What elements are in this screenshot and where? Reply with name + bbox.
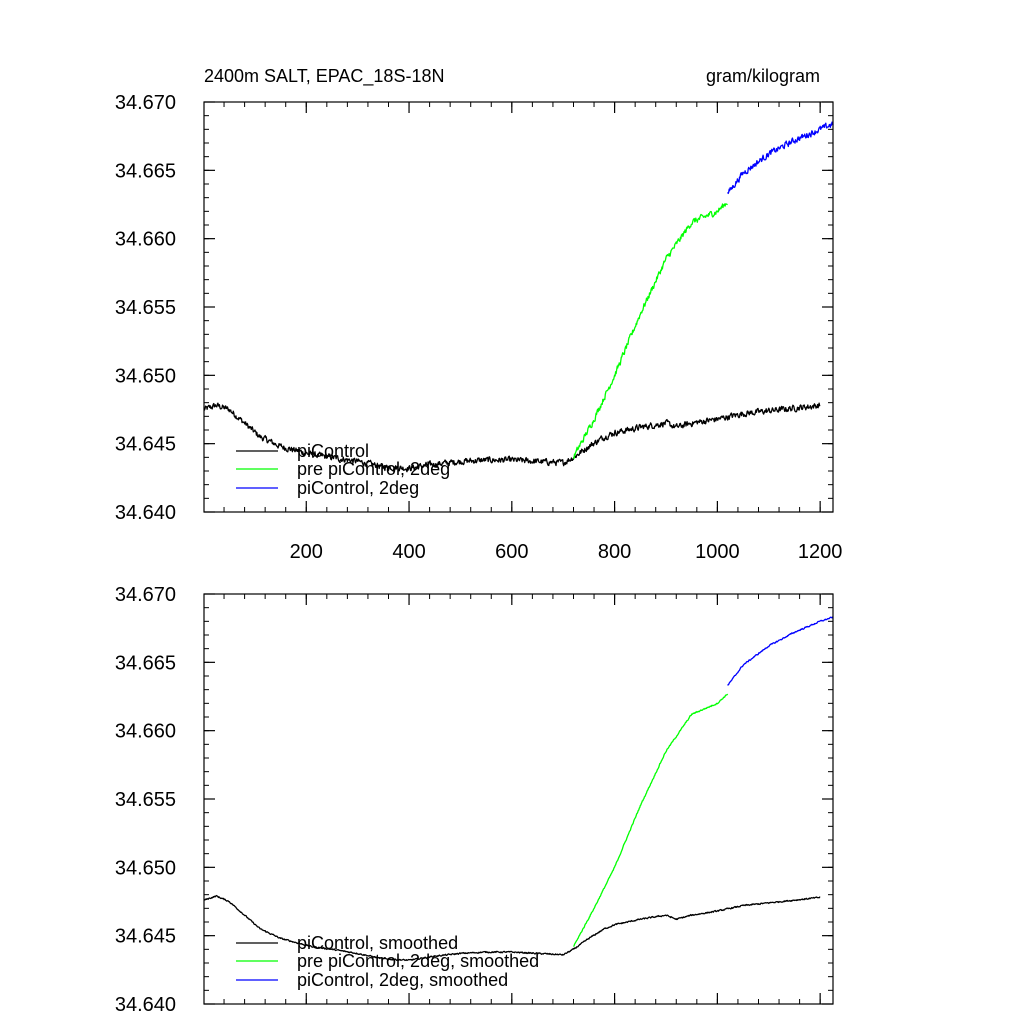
y-tick-label: 34.640 [115, 994, 176, 1016]
x-tick-label: 1000 [695, 541, 740, 563]
top-panel: 2400m SALT, EPAC_18S-18N gram/kilogram p… [115, 66, 843, 563]
series-line-1 [572, 203, 728, 460]
y-tick-label: 34.645 [115, 926, 176, 948]
series-line-2 [727, 121, 834, 195]
units-label: gram/kilogram [706, 66, 820, 86]
y-tick-label: 34.670 [115, 92, 176, 114]
x-tick-label: 1200 [798, 541, 843, 563]
y-tick-label: 34.660 [115, 721, 176, 743]
y-tick-label: 34.655 [115, 789, 176, 811]
y-tick-label: 34.665 [115, 160, 176, 182]
x-tick-label: 600 [495, 541, 528, 563]
legend-label-2: piControl, 2deg, smoothed [297, 970, 508, 990]
y-tick-label: 34.660 [115, 229, 176, 251]
legend-label-0: piControl [297, 441, 369, 461]
axes: 34.640 34.645 34.650 34.655 34.660 34.665 34.6… [115, 584, 834, 1016]
series-line-0 [203, 894, 821, 962]
y-tick-label: 34.670 [115, 584, 176, 606]
plot-area [203, 616, 834, 962]
x-tick-label: 800 [598, 541, 631, 563]
chart-title: 2400m SALT, EPAC_18S-18N [204, 66, 444, 87]
legend-label-1: pre piControl, 2deg [297, 459, 450, 479]
legend-label-0: piControl, smoothed [297, 933, 458, 953]
y-tick-label: 34.640 [115, 502, 176, 524]
legend-label-2: piControl, 2deg [297, 478, 419, 498]
series-line-1 [573, 693, 729, 948]
x-tick-label: 400 [392, 541, 425, 563]
plot-area [203, 121, 834, 473]
y-tick-label: 34.665 [115, 652, 176, 674]
y-tick-label: 34.650 [115, 365, 176, 387]
series-line-0 [203, 402, 821, 473]
x-tick-label: 200 [290, 541, 323, 563]
axes: 34.640 34.645 34.650 34.655 34.660 34.665 34.6… [115, 92, 843, 563]
series-line-2 [727, 616, 834, 686]
legend-label-1: pre piControl, 2deg, smoothed [297, 951, 539, 971]
y-tick-label: 34.645 [115, 434, 176, 456]
y-tick-label: 34.650 [115, 857, 176, 879]
y-tick-label: 34.655 [115, 297, 176, 319]
